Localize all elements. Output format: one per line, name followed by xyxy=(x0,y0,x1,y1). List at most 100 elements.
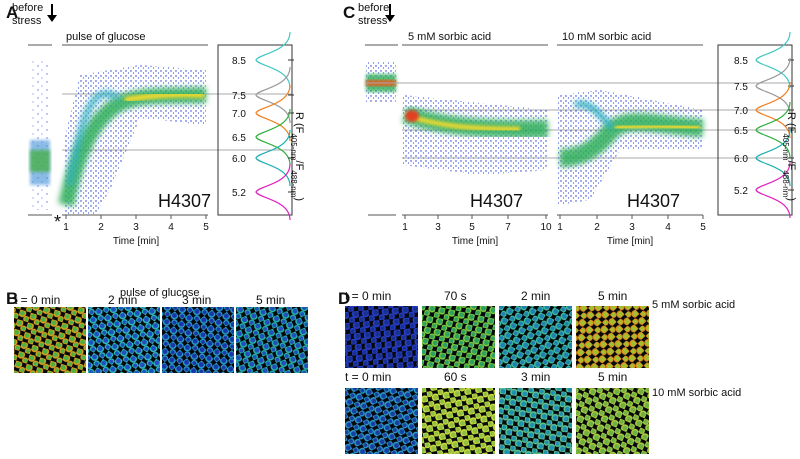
scatter-density xyxy=(407,113,521,132)
x-tick-label: 5 xyxy=(700,222,706,233)
x-tick-label: 10 xyxy=(540,222,552,233)
micrograph-cells xyxy=(162,307,234,373)
plot-title: pulse of glucose xyxy=(66,31,146,43)
panel-letter: B xyxy=(6,289,18,308)
panel-letter: D xyxy=(338,289,350,308)
ph-calibration-curve xyxy=(755,57,791,115)
ph-scale-frame xyxy=(217,44,293,216)
axis-title-part: 405-nm xyxy=(782,133,791,160)
ph-label: 5.2 xyxy=(734,186,748,197)
axis-title: R (F405-nm/F488-nm) xyxy=(290,112,306,201)
axis-title-part: ) xyxy=(293,197,305,201)
axis-title-part: /F xyxy=(785,161,797,171)
x-tick-label: 5 xyxy=(469,222,475,233)
micrograph-cells xyxy=(499,306,572,368)
x-tick-label: 3 xyxy=(133,222,139,233)
micrograph-cells xyxy=(422,388,495,454)
axis-title-part: 488-nm xyxy=(782,170,791,197)
axis-title-part: R (F xyxy=(785,112,797,134)
ph-calibration-curve xyxy=(255,108,291,166)
frame-label: 60 s xyxy=(444,370,467,384)
axis-title: R (F405-nm/F488-nm) xyxy=(782,112,798,201)
axis-title-part: /F xyxy=(293,161,305,171)
scatter-density xyxy=(405,110,419,122)
micrograph-cells xyxy=(576,388,649,454)
x-tick-label: 4 xyxy=(168,222,174,233)
micrograph-cells xyxy=(576,306,649,368)
ph-calibration-curve xyxy=(755,81,791,139)
annotation: before xyxy=(12,2,43,14)
micrograph-cells xyxy=(345,306,418,368)
annotation: stress xyxy=(358,15,388,27)
ph-label: 8.5 xyxy=(734,56,748,67)
scatter-density xyxy=(614,123,701,131)
micrograph-cells xyxy=(345,388,418,454)
frame-label: 3 min xyxy=(182,293,211,307)
ph-calibration-curve xyxy=(755,161,791,219)
arrow xyxy=(47,15,57,22)
scatter-density xyxy=(30,150,50,172)
ph-label: 6.5 xyxy=(232,133,246,144)
axis-title: Time [min] xyxy=(113,236,160,247)
annotation: * xyxy=(54,212,61,232)
x-tick-label: 2 xyxy=(98,222,104,233)
x-tick-label: 1 xyxy=(63,222,69,233)
plot-graphics xyxy=(28,4,793,216)
condition-label: 5 mM sorbic acid xyxy=(652,299,735,311)
annotation: before xyxy=(358,2,389,14)
x-tick-label: 1 xyxy=(402,222,408,233)
plot-title: 5 mM sorbic acid xyxy=(408,31,491,43)
arrow xyxy=(385,15,395,22)
micrograph-cells xyxy=(422,306,495,368)
plot-title: pulse of glucose xyxy=(120,287,200,299)
axis-title: Time [min] xyxy=(452,236,499,247)
ph-label: 6.0 xyxy=(734,154,748,165)
axis-title-part: 488-nm xyxy=(290,170,299,197)
ph-label: 7.5 xyxy=(232,91,246,102)
ph-calibration-curve xyxy=(255,163,291,221)
ph-label: 7.0 xyxy=(232,109,246,120)
ph-calibration-curve xyxy=(255,129,291,187)
ph-label: 7.0 xyxy=(734,106,748,117)
ph-calibration-curve xyxy=(255,66,291,124)
axis-title: Time [min] xyxy=(607,236,654,247)
ph-label: 6.0 xyxy=(232,154,246,165)
frame-label: t = 0 min xyxy=(345,289,391,303)
strain-label: H4307 xyxy=(627,191,680,211)
micrograph-cells xyxy=(236,307,308,373)
frame-label: 2 min xyxy=(521,289,550,303)
ph-label: 7.5 xyxy=(734,82,748,93)
ph-label: 6.5 xyxy=(734,126,748,137)
ph-label: 8.5 xyxy=(232,56,246,67)
strain-label: H4307 xyxy=(470,191,523,211)
ph-calibration-curve xyxy=(755,101,791,159)
micrograph-cells xyxy=(14,307,86,373)
frame-label: 5 min xyxy=(598,370,627,384)
scatter-density xyxy=(574,101,615,131)
frame-label: 3 min xyxy=(521,370,550,384)
frame-label: 5 min xyxy=(598,289,627,303)
micrograph-cells xyxy=(88,307,160,373)
ph-calibration-curve xyxy=(755,31,791,89)
x-tick-label: 3 xyxy=(435,222,441,233)
strain-label: H4307 xyxy=(158,191,211,211)
ph-calibration-curve xyxy=(255,84,291,142)
frame-label: t = 0 min xyxy=(14,293,60,307)
axis-title-part: 405-nm xyxy=(290,133,299,160)
frame-label: 70 s xyxy=(444,289,467,303)
panel-letter: A xyxy=(6,3,18,22)
frame-label: 5 min xyxy=(256,293,285,307)
x-tick-label: 4 xyxy=(665,222,671,233)
micrograph-cells xyxy=(499,388,572,454)
axis-title-part: ) xyxy=(785,197,797,201)
scatter-density xyxy=(66,90,120,186)
scatter-cloud xyxy=(30,60,50,210)
x-tick-label: 1 xyxy=(557,222,563,233)
x-tick-label: 5 xyxy=(203,222,209,233)
axis-title-part: R (F xyxy=(293,112,305,134)
ph-label: 5.2 xyxy=(232,188,246,199)
ph-calibration-curve xyxy=(755,129,791,187)
x-tick-label: 2 xyxy=(594,222,600,233)
